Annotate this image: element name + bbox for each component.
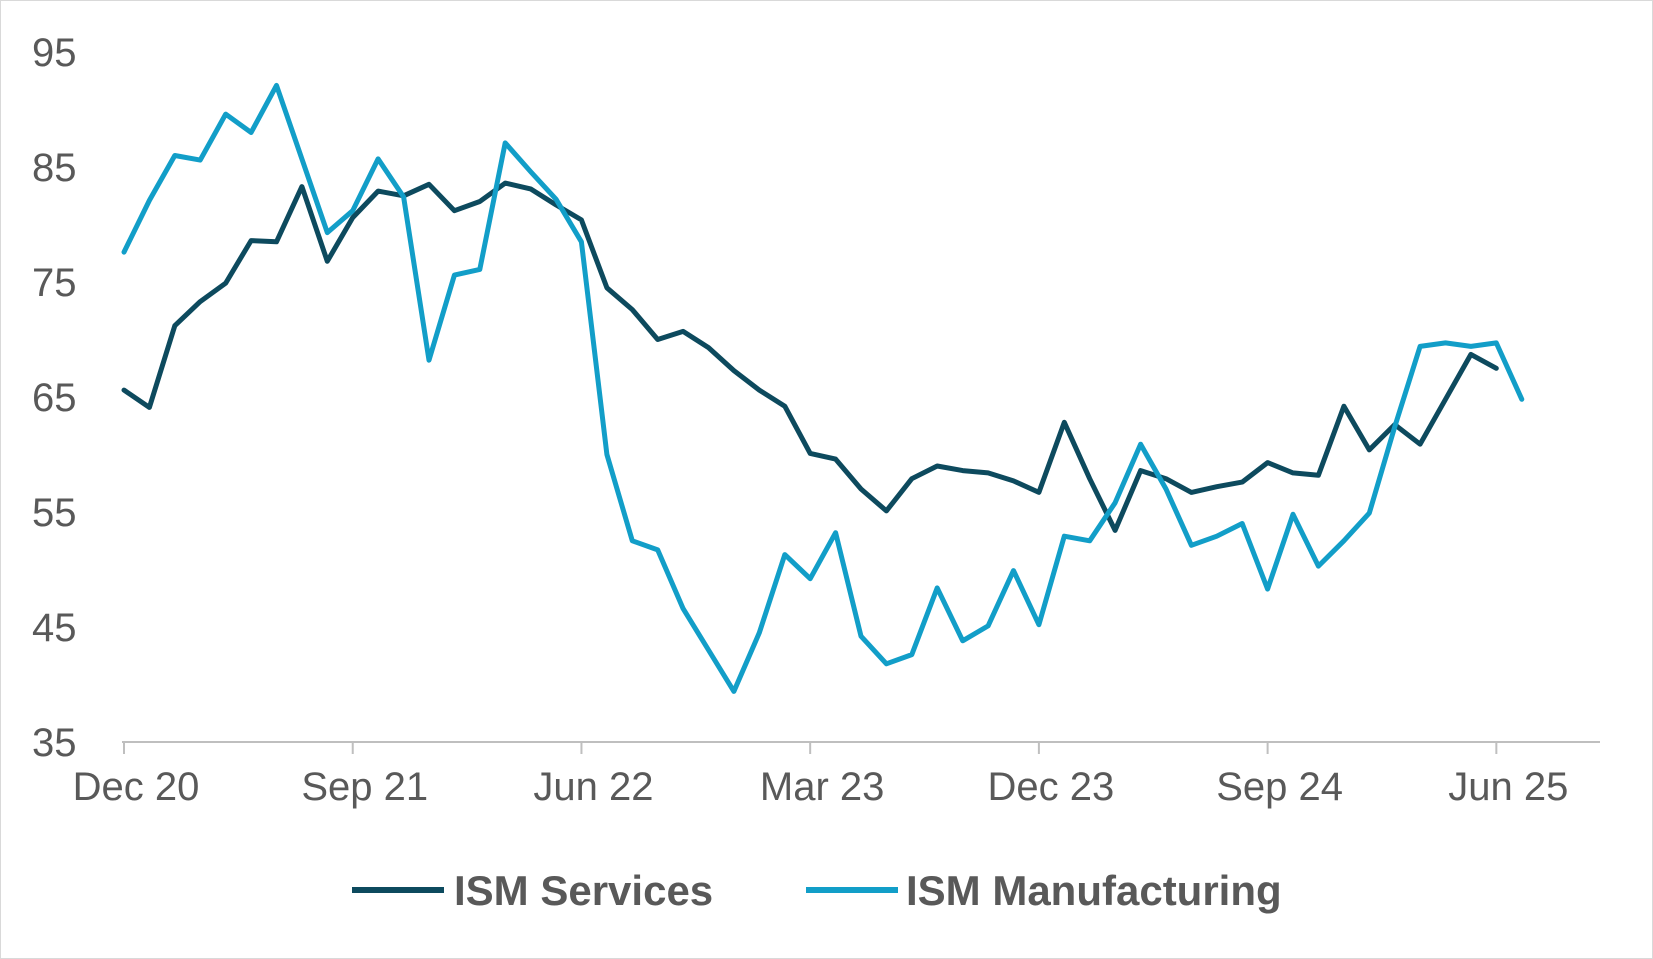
series-layer	[121, 82, 1525, 694]
y-axis: 35 45 55 65 75 85 95	[32, 31, 77, 765]
x-tick-label: Mar 23	[760, 765, 885, 809]
x-tick-label: Jun 22	[533, 765, 653, 809]
legend-label-ism-manufacturing: ISM Manufacturing	[906, 867, 1282, 914]
legend: ISM Services ISM Manufacturing	[352, 867, 1282, 914]
x-tick-label: Dec 20	[73, 765, 200, 809]
y-tick-label-95: 95	[32, 31, 77, 75]
y-tick-label-65: 65	[32, 376, 77, 420]
x-tick-label: Dec 23	[988, 765, 1115, 809]
series-line-ism-services	[121, 180, 1499, 533]
series-line-ism-manufacturing	[121, 82, 1525, 694]
x-tick-label: Sep 21	[301, 765, 428, 809]
x-tick-label: Jun 25	[1448, 765, 1568, 809]
y-tick-label-75: 75	[32, 261, 77, 305]
x-axis: Dec 20 Sep 21 Jun 22 Mar 23 Dec 23 Sep 24 Jun …	[73, 741, 1600, 809]
y-tick-label-45: 45	[32, 606, 77, 650]
y-tick-label-35: 35	[32, 721, 77, 765]
y-tick-label-85: 85	[32, 146, 77, 190]
legend-label-ism-services: ISM Services	[454, 867, 713, 914]
y-tick-label-55: 55	[32, 491, 77, 535]
x-tick-label: Sep 24	[1216, 765, 1343, 809]
